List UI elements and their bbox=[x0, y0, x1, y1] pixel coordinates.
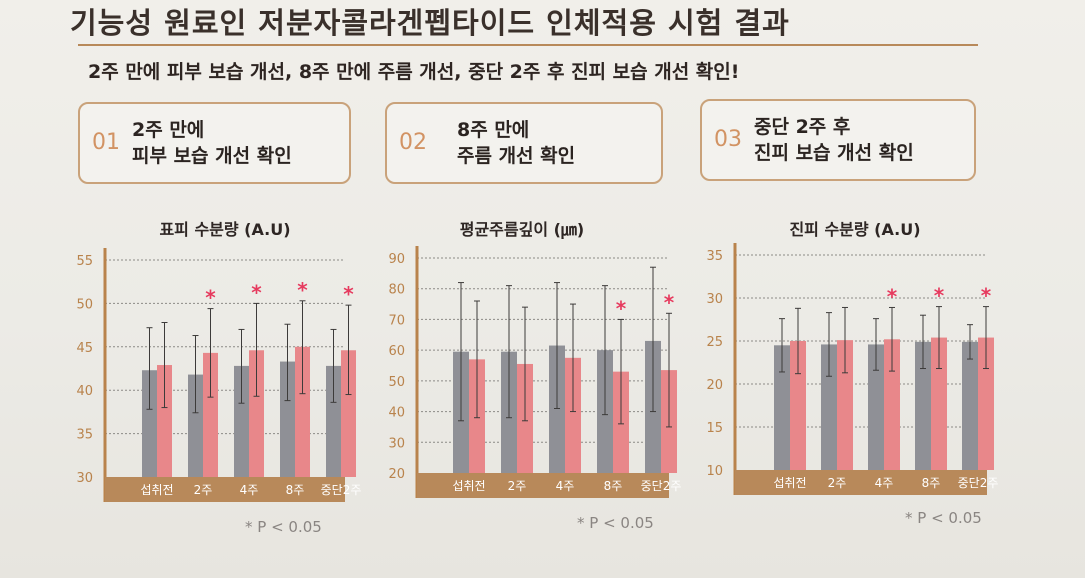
bar-placebo bbox=[280, 361, 295, 477]
x-tick-label: 4주 bbox=[875, 476, 894, 490]
bar-placebo bbox=[234, 365, 249, 477]
bar-test bbox=[203, 352, 218, 477]
y-tick-label: 10 bbox=[706, 464, 723, 479]
bar-test bbox=[249, 350, 264, 477]
y-tick-label: 80 bbox=[388, 283, 405, 298]
y-tick-label: 35 bbox=[706, 249, 723, 264]
finding-line-1: 2주 만에 bbox=[132, 119, 205, 141]
finding-number: 01 bbox=[92, 130, 120, 155]
significance-star: * bbox=[205, 286, 216, 310]
x-tick-label: 8주 bbox=[922, 476, 941, 490]
y-tick-label: 50 bbox=[76, 297, 93, 312]
bar-test bbox=[790, 341, 806, 470]
bar-placebo bbox=[549, 345, 565, 473]
x-tick-label: 섭취전 bbox=[773, 476, 806, 490]
page-title: 기능성 원료인 저분자콜라겐펩타이드 인체적용 시험 결과 bbox=[70, 6, 790, 40]
y-tick-label: 45 bbox=[76, 341, 93, 356]
y-tick-label: 60 bbox=[388, 344, 405, 359]
p-value-note: * P < 0.05 bbox=[577, 514, 654, 532]
bar-placebo bbox=[915, 341, 931, 470]
y-tick-label: 90 bbox=[388, 252, 405, 267]
chart-title: 평균주름깊이 (㎛) bbox=[460, 220, 585, 240]
bar-test bbox=[565, 357, 581, 473]
bar-test bbox=[157, 365, 172, 477]
bar-test bbox=[931, 337, 947, 470]
finding-number: 02 bbox=[399, 130, 427, 155]
significance-star: * bbox=[343, 282, 354, 306]
bar-test bbox=[295, 346, 310, 477]
finding-line-1: 중단 2주 후 bbox=[754, 116, 851, 138]
category-band bbox=[105, 477, 345, 502]
bar-test bbox=[978, 337, 994, 470]
p-value-note: * P < 0.05 bbox=[245, 518, 322, 536]
x-tick-label: 중단2주 bbox=[321, 483, 362, 497]
significance-star: * bbox=[251, 280, 262, 304]
y-tick-label: 30 bbox=[706, 292, 723, 307]
category-band bbox=[735, 470, 987, 495]
y-tick-label: 25 bbox=[706, 335, 723, 350]
bar-placebo bbox=[774, 345, 790, 470]
x-tick-label: 8주 bbox=[286, 483, 305, 497]
bar-placebo bbox=[142, 370, 157, 477]
chart-dermal-hydration: 진피 수분량 (A.U) 10 15 20 25 30 35 * * * 섭취전 2주 4주 8주 중단2주… bbox=[690, 205, 1000, 545]
x-tick-label: 섭취전 bbox=[140, 483, 173, 497]
finding-number: 03 bbox=[714, 127, 742, 152]
bar-placebo bbox=[821, 344, 837, 470]
y-tick-label: 50 bbox=[388, 375, 405, 390]
page-subtitle: 2주 만에 피부 보습 개선, 8주 만에 주름 개선, 중단 2주 후 진피 … bbox=[88, 61, 740, 83]
x-tick-label: 중단2주 bbox=[958, 476, 999, 490]
y-tick-label: 35 bbox=[76, 428, 93, 443]
x-tick-label: 4주 bbox=[556, 479, 575, 493]
significance-star: * bbox=[616, 296, 627, 320]
finding-line-2: 피부 보습 개선 확인 bbox=[132, 145, 292, 167]
x-tick-label: 섭취전 bbox=[452, 479, 485, 493]
y-tick-label: 55 bbox=[76, 254, 93, 269]
significance-star: * bbox=[664, 290, 675, 314]
x-tick-label: 2주 bbox=[508, 479, 527, 493]
bar-placebo bbox=[188, 374, 203, 477]
finding-line-1: 8주 만에 bbox=[457, 119, 530, 141]
title-divider bbox=[78, 44, 978, 46]
x-tick-label: 중단2주 bbox=[641, 479, 682, 493]
y-tick-label: 30 bbox=[76, 471, 93, 486]
chart-wrinkle-depth: 평균주름깊이 (㎛) 20 30 40 50 60 70 80 90 * * 섭취전 2주 4주 8주 중단2… bbox=[372, 205, 682, 545]
y-tick-label: 40 bbox=[388, 406, 405, 421]
finding-box-1: 01 2주 만에 피부 보습 개선 확인 bbox=[78, 102, 351, 184]
bar-test bbox=[837, 340, 853, 470]
x-tick-label: 8주 bbox=[604, 479, 623, 493]
x-tick-label: 4주 bbox=[240, 483, 259, 497]
chart-title: 진피 수분량 (A.U) bbox=[789, 220, 920, 239]
y-tick-label: 30 bbox=[388, 436, 405, 451]
y-tick-label: 40 bbox=[76, 384, 93, 399]
bar-placebo bbox=[962, 341, 978, 470]
bar-placebo bbox=[326, 365, 341, 477]
x-tick-label: 2주 bbox=[194, 483, 213, 497]
significance-star: * bbox=[934, 284, 945, 308]
finding-line-2: 주름 개선 확인 bbox=[457, 145, 576, 167]
p-value-note: * P < 0.05 bbox=[905, 509, 982, 527]
finding-box-2: 02 8주 만에 주름 개선 확인 bbox=[385, 102, 663, 184]
finding-box-3: 03 중단 2주 후 진피 보습 개선 확인 bbox=[700, 99, 976, 181]
chart-title: 표피 수분량 (A.U) bbox=[159, 220, 290, 239]
y-tick-label: 20 bbox=[388, 467, 405, 482]
significance-star: * bbox=[887, 284, 898, 308]
x-tick-label: 2주 bbox=[828, 476, 847, 490]
category-band bbox=[417, 473, 669, 498]
significance-star: * bbox=[297, 278, 308, 302]
y-tick-label: 70 bbox=[388, 313, 405, 328]
chart-epidermal-hydration: 표피 수분량 (A.U) 30 35 40 45 50 55 * * * * 섭취전 2주 4주 8주 중단2… bbox=[60, 205, 362, 545]
bar-test bbox=[884, 339, 900, 470]
bar-test bbox=[341, 350, 356, 477]
bar-placebo bbox=[868, 344, 884, 470]
y-tick-label: 20 bbox=[706, 378, 723, 393]
significance-star: * bbox=[981, 284, 992, 308]
y-tick-label: 15 bbox=[706, 421, 723, 436]
finding-line-2: 진피 보습 개선 확인 bbox=[754, 142, 914, 164]
